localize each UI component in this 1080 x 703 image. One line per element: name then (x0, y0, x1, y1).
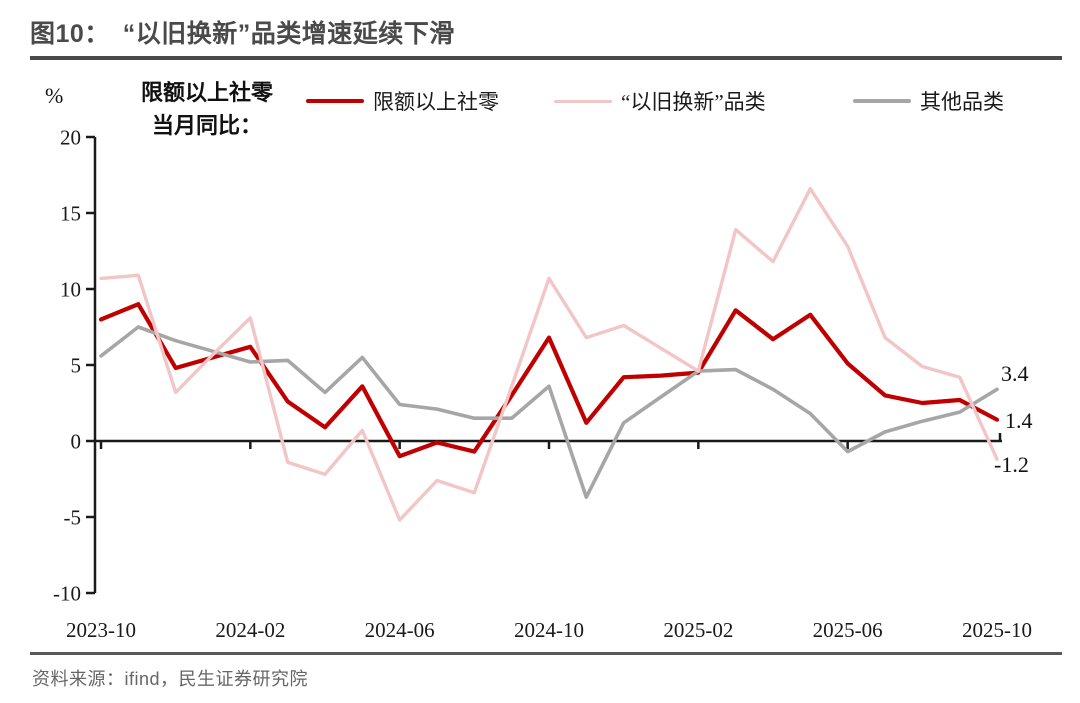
series-line-其他品类 (99, 325, 999, 500)
series-axis-note: 限额以上社零 当月同比： (124, 76, 290, 142)
y-tick-label: 10 (60, 278, 81, 302)
y-tick-label: 0 (71, 430, 82, 454)
y-tick-label: 15 (60, 202, 81, 226)
legend-item-total: 限额以上社零 (306, 88, 499, 114)
x-tick-label: 2025-06 (813, 618, 883, 642)
end-value-label: 3.4 (1001, 361, 1029, 386)
series-line-限额以上社零 (98, 302, 1000, 459)
legend-item-other: 其他品类 (853, 88, 1004, 114)
axis-note-line2: 当月同比： (151, 113, 262, 138)
legend-item-tradein: “以旧换新”品类 (554, 88, 766, 114)
x-tick-label: 2024-10 (514, 618, 584, 642)
x-tick-label: 2025-10 (962, 618, 1032, 642)
y-tick-label: 20 (60, 126, 81, 150)
y-tick-label: -5 (64, 506, 82, 530)
y-axis-unit: % (45, 83, 64, 108)
x-tick-label: 2024-02 (215, 618, 285, 642)
y-tick-label: -10 (53, 582, 81, 606)
legend-line-swatch-pink (554, 99, 612, 103)
source-note: 资料来源：ifind，民生证券研究院 (32, 669, 309, 689)
end-value-label: -1.2 (994, 452, 1029, 477)
x-tick-label: 2025-02 (663, 618, 733, 642)
legend-label: 限额以上社零 (373, 90, 499, 114)
legend-line-swatch-red (306, 99, 364, 103)
y-tick-label: 5 (71, 354, 82, 378)
figure-title: 图10： “以旧换新”品类增速延续下滑 (30, 20, 455, 48)
end-value-label: 1.4 (1005, 408, 1033, 433)
series-line-“以旧换新”品类 (99, 186, 999, 522)
legend-label: 其他品类 (920, 90, 1004, 114)
legend-line-swatch-gray (853, 99, 911, 103)
chart-legend: 限额以上社零 “以旧换新”品类 其他品类 (0, 88, 1080, 114)
legend-label: “以旧换新”品类 (621, 90, 766, 114)
title-underline (30, 56, 1062, 60)
x-tick-label: 2024-06 (365, 618, 435, 642)
footer-rule (30, 652, 1062, 655)
x-tick-label: 2023-10 (66, 618, 136, 642)
axis-note-line1: 限额以上社零 (140, 80, 273, 105)
